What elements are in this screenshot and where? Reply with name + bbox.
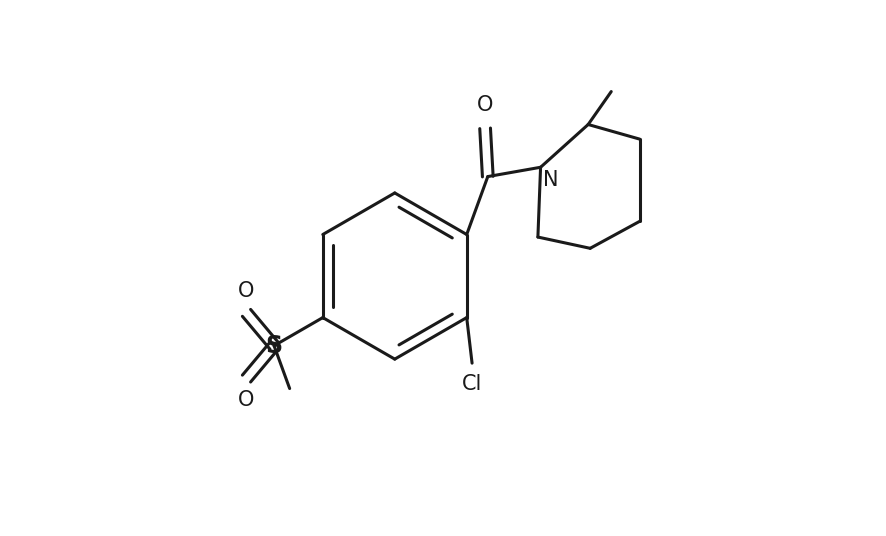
Text: Cl: Cl — [462, 374, 482, 394]
Text: O: O — [477, 95, 494, 115]
Text: O: O — [238, 281, 254, 301]
Text: N: N — [543, 170, 558, 190]
Text: O: O — [238, 390, 254, 411]
Text: S: S — [266, 334, 283, 358]
